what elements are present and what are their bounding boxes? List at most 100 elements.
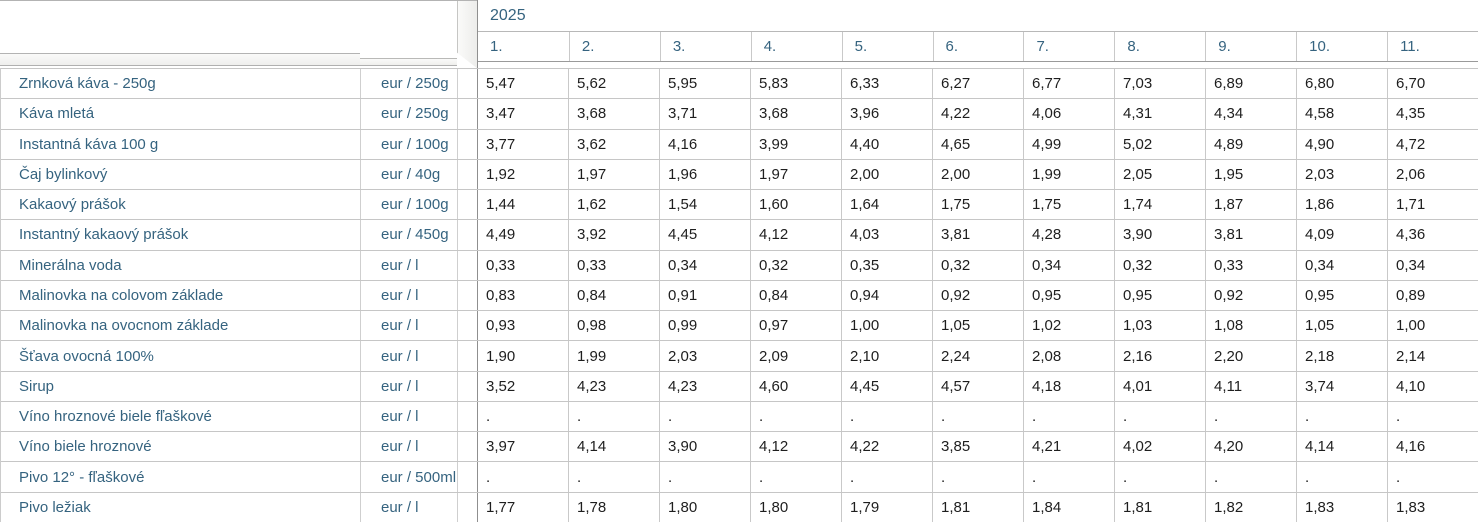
value-cell: .	[1296, 401, 1387, 432]
value-cell: 4,23	[568, 371, 659, 401]
value-cell: 1,90	[477, 341, 568, 371]
value-cell: 0,95	[1023, 280, 1114, 311]
value-cell: 0,92	[1205, 280, 1296, 311]
row-label: Zrnková káva - 250g	[19, 75, 156, 93]
value-cell: .	[568, 401, 659, 432]
value-cell: 4,58	[1296, 99, 1387, 129]
value-cell: 3,97	[477, 432, 568, 462]
value-cell: 1,75	[932, 190, 1023, 220]
value-cell: 0,34	[1296, 250, 1387, 280]
value-cell: 1,54	[659, 190, 750, 220]
value-cell: 4,45	[659, 220, 750, 250]
value-cell: .	[659, 401, 750, 432]
corner-strip-spacer	[457, 401, 477, 432]
value-cell: 4,01	[1114, 371, 1205, 401]
value-cell: 0,33	[568, 250, 659, 280]
corner-strip-spacer	[457, 371, 477, 401]
unit-label: eur / 100g	[360, 129, 457, 159]
value-cell: 0,33	[1205, 250, 1296, 280]
month-column-header: 11.	[1387, 32, 1478, 61]
month-column-header: 7.	[1023, 32, 1114, 61]
value-cell: .	[1387, 462, 1478, 492]
unit-label: eur / l	[360, 311, 457, 341]
table-row: Instantná káva 100 g eur / 100g 3,77 3,62 4,…	[1, 128, 1478, 159]
year-label: 2025	[490, 6, 526, 24]
row-label: Malinovka na ovocnom základe	[19, 317, 229, 335]
value-cell: 2,09	[750, 341, 841, 371]
value-cell: .	[1114, 401, 1205, 432]
value-cell: .	[841, 462, 932, 492]
value-cell: 3,90	[1114, 220, 1205, 250]
value-cell: 4,10	[1387, 371, 1478, 401]
corner-strip-spacer	[457, 432, 477, 462]
unit-label: eur / l	[360, 371, 457, 401]
row-label: Víno biele hroznové	[19, 438, 152, 456]
value-cell: 1,75	[1023, 190, 1114, 220]
value-cell: 4,16	[1387, 432, 1478, 462]
table-row: Malinovka na colovom základe eur / l 0,83 0…	[1, 279, 1478, 311]
value-cell: 0,35	[841, 250, 932, 280]
value-cell: 3,90	[659, 432, 750, 462]
month-column-header: 2.	[568, 32, 660, 61]
row-label: Čaj bylinkový	[19, 165, 108, 183]
value-cell: 4,35	[1387, 99, 1478, 129]
value-cell: 4,03	[841, 220, 932, 250]
month-column-header: 4.	[750, 32, 842, 61]
value-cell: 3,85	[932, 432, 1023, 462]
unit-label: eur / 250g	[360, 99, 457, 129]
value-cell: 4,21	[1023, 432, 1114, 462]
value-cell: 2,06	[1387, 159, 1478, 190]
value-cell: 1,80	[659, 492, 750, 522]
value-cell: 6,80	[1296, 69, 1387, 99]
row-label: Šťava ovocná 100%	[19, 347, 154, 365]
value-cell: 1,03	[1114, 311, 1205, 341]
value-cell: 0,32	[1114, 250, 1205, 280]
value-cell: 0,97	[750, 311, 841, 341]
value-cell: 1,96	[659, 159, 750, 190]
value-cell: 0,32	[750, 250, 841, 280]
value-cell: .	[1387, 401, 1478, 432]
value-cell: 4,22	[841, 432, 932, 462]
value-cell: .	[659, 462, 750, 492]
unit-label: eur / l	[360, 401, 457, 432]
value-cell: 3,99	[750, 129, 841, 159]
value-cell: 1,83	[1296, 492, 1387, 522]
value-cell: 3,96	[841, 99, 932, 129]
table-row: Sirup eur / l 3,52 4,23 4,23 4,60 4,45 4,57 4,18…	[1, 370, 1478, 401]
table-row: Káva mletá eur / 250g 3,47 3,68 3,71 3,68 3,96…	[1, 98, 1478, 129]
value-cell: .	[1023, 401, 1114, 432]
value-cell: .	[477, 462, 568, 492]
value-cell: .	[1296, 462, 1387, 492]
value-cell: .	[568, 462, 659, 492]
month-column-header: 9.	[1205, 32, 1296, 61]
value-cell: 0,34	[1387, 250, 1478, 280]
value-cell: 1,97	[568, 159, 659, 190]
value-cell: 4,12	[750, 432, 841, 462]
value-cell: 0,89	[1387, 280, 1478, 311]
month-column-header: 8.	[1114, 32, 1205, 61]
table-body: Zrnková káva - 250g eur / 250g 5,47 5,62 5,9…	[0, 68, 1478, 522]
value-cell: 3,52	[477, 371, 568, 401]
value-cell: 5,95	[659, 69, 750, 99]
value-cell: 4,57	[932, 371, 1023, 401]
table-row: Pivo ležiak eur / l 1,77 1,78 1,80 1,80 1,79 1,…	[1, 491, 1478, 522]
table-row: Víno biele hroznové eur / l 3,97 4,14 3,90 4,…	[1, 431, 1478, 462]
value-cell: 3,62	[568, 129, 659, 159]
value-cell: 1,62	[568, 190, 659, 220]
value-cell: 1,81	[1114, 492, 1205, 522]
value-cell: 1,74	[1114, 190, 1205, 220]
value-cell: .	[477, 401, 568, 432]
value-cell: 0,33	[477, 250, 568, 280]
value-cell: 4,36	[1387, 220, 1478, 250]
value-cell: 1,86	[1296, 190, 1387, 220]
row-label: Instantná káva 100 g	[19, 135, 159, 153]
value-cell: 4,60	[750, 371, 841, 401]
value-cell: 0,94	[841, 280, 932, 311]
corner-strip-spacer	[457, 341, 477, 371]
value-cell: 4,28	[1023, 220, 1114, 250]
value-cell: 2,03	[1296, 159, 1387, 190]
value-cell: .	[750, 401, 841, 432]
value-cell: 1,02	[1023, 311, 1114, 341]
table-row: Kakaový prášok eur / 100g 1,44 1,62 1,54 1,60…	[1, 189, 1478, 220]
